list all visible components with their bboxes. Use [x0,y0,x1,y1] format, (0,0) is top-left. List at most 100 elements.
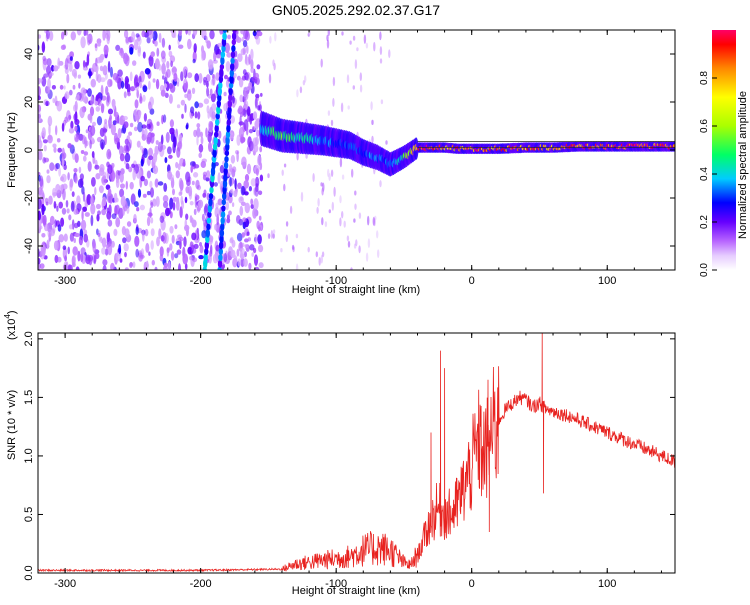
spectrogram-noise-cell [385,140,387,145]
spectrogram-noise-cell [128,132,132,136]
spectrogram-noise-cell [74,223,79,229]
spectrogram-trace-cell [221,211,225,218]
spectrogram-noise-cell [186,179,191,186]
spectrogram-noise-cell [47,169,50,173]
spectrogram-noise-cell [353,218,355,222]
spectrogram-noise-cell [94,187,96,195]
spectrogram-noise-cell [257,105,260,110]
spectrogram-noise-cell [134,127,138,132]
spectrogram-trace-cell [214,137,218,145]
spectrogram-noise-cell [190,165,193,173]
spectrogram-noise-cell [348,105,350,109]
spectrogram-noise-cell [209,30,214,39]
spectrogram-noise-cell [125,37,129,44]
spectrogram-noise-cell [112,213,117,219]
y-tick-label: -40 [23,238,35,254]
spectrogram-noise-cell [193,172,198,178]
spectrogram-noise-cell [56,206,58,212]
spectrogram-noise-cell [109,204,112,215]
spectrogram-noise-cell [156,79,159,89]
spectrogram-noise-cell [243,258,248,267]
spectrogram-noise-cell [165,208,170,217]
spectrogram-noise-cell [80,253,83,262]
spectrogram-noise-cell [38,151,43,161]
spectrogram-noise-cell [96,72,99,82]
spectrogram-noise-cell [70,56,73,61]
spectrogram-noise-cell [193,27,197,36]
spectrogram-noise-cell [202,193,206,198]
spectrogram-noise-cell [95,58,97,67]
spectrogram-noise-cell [102,197,106,207]
spectrogram-noise-cell [55,125,57,135]
y-tick-label: 0 [23,147,35,153]
spectrogram-noise-cell [192,88,195,94]
spectrogram-noise-cell [269,36,271,44]
spectrogram-noise-cell [103,65,108,75]
spectrogram-noise-cell [247,232,250,236]
spectrogram-noise-cell [190,106,194,113]
spectrogram-noise-cell [97,210,101,215]
spectrogram-noise-cell [292,245,294,250]
spectrogram-noise-cell [63,245,67,250]
spectrogram-noise-cell [226,218,230,224]
spectrogram-noise-cell [341,211,343,218]
spectrogram-noise-cell [107,92,110,103]
spectrogram-noise-cell [69,90,73,96]
spectrogram-noise-cell [332,202,334,211]
spectrogram-noise-cell [379,180,381,187]
spectrogram-noise-cell [204,98,209,104]
spectrogram-noise-cell [37,111,41,122]
spectrogram-noise-cell [97,42,101,46]
svg-text:(x104): (x104) [3,310,18,340]
spectrogram-noise-cell [49,162,54,171]
spectrogram-noise-cell [58,202,63,209]
spectrogram-noise-cell [189,256,193,261]
spectrogram-noise-cell [159,33,162,43]
spectrogram-noise-cell [86,129,89,133]
spectrogram-noise-cell [320,182,322,186]
spectrogram-noise-cell [50,216,55,226]
spectrogram-noise-cell [108,109,113,115]
spectrogram-noise-cell [370,101,372,110]
spectrogram-noise-cell [53,65,58,71]
spectrogram-noise-cell [74,233,79,237]
spectrogram-noise-cell [72,255,75,266]
spectrogram-noise-cell [256,36,261,45]
spectrogram-noise-cell [211,103,216,111]
spectrogram-noise-cell [339,217,341,226]
spectrogram-noise-cell [83,60,85,68]
spectrogram-noise-cell [388,49,390,58]
spectrogram-noise-cell [124,243,129,251]
spectrogram-noise-cell [249,244,254,250]
spectrogram-noise-cell [178,28,182,37]
y-tick-label: 2.0 [23,331,35,346]
spectrogram-noise-cell [98,233,101,237]
spectrogram-noise-cell [232,96,235,104]
spectrogram-noise-cell [274,32,276,41]
spectrogram-noise-cell [120,172,124,183]
spectrogram-noise-cell [99,185,104,193]
spectrogram-noise-cell [126,181,128,190]
spectrogram-noise-cell [150,51,155,57]
spectrogram-noise-cell [206,87,209,97]
spectrogram-noise-cell [181,200,184,209]
spectrogram-noise-cell [185,27,188,35]
spectrogram-noise-cell [176,197,179,204]
spectrogram-noise-cell [55,96,58,107]
x-tick-label: 0 [469,275,475,287]
spectrogram-noise-cell [185,197,188,203]
spectrogram-noise-cell [169,128,174,135]
spectrogram-noise-cell [139,82,142,89]
spectrogram-noise-cell [243,47,246,55]
spectrogram-noise-cell [141,31,145,38]
spectrogram-x-axis-label: Height of straight line (km) [292,284,420,296]
spectrogram-noise-cell [243,87,248,91]
spectrogram-noise-cell [239,95,243,103]
spectrogram-noise-cell [196,123,200,128]
spectrogram-noise-cell [62,189,66,201]
spectrogram-noise-cell [119,146,124,156]
spectrogram-noise-cell [245,244,249,248]
spectrogram-noise-cell [193,130,197,137]
spectrogram-noise-cell [150,133,154,144]
spectrogram-noise-cell [333,77,335,86]
